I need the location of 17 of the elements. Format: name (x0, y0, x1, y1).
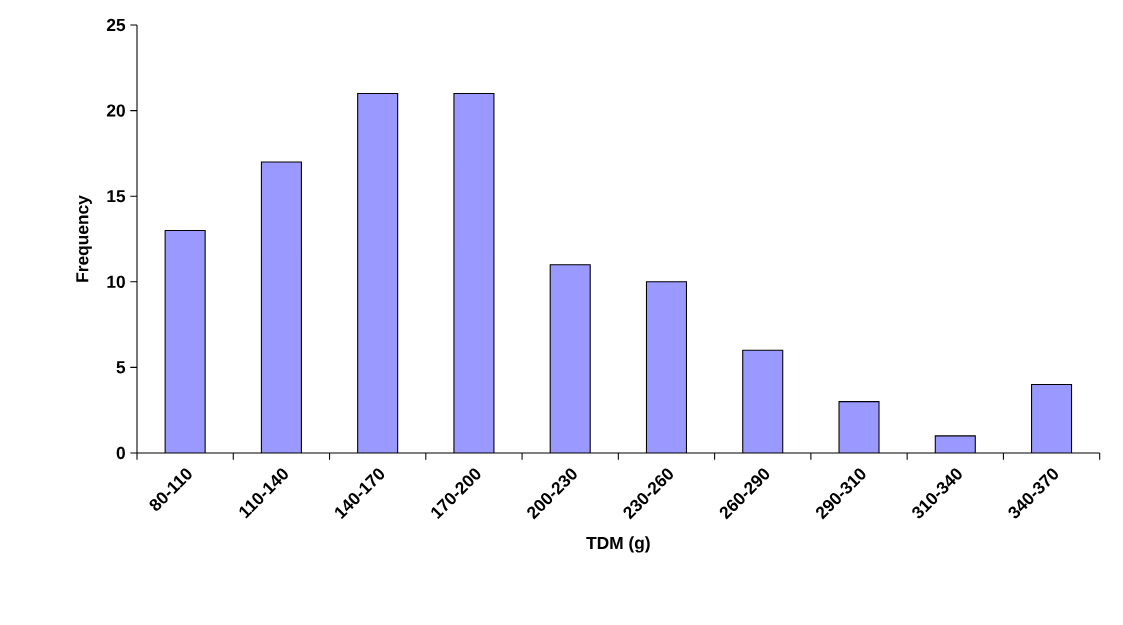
bar (742, 350, 783, 453)
y-tick-label: 5 (116, 361, 126, 374)
y-tick-label: 10 (107, 275, 125, 288)
y-axis-title: Frequency (76, 195, 92, 282)
bar (550, 264, 591, 453)
bar (453, 93, 494, 453)
bar (165, 230, 206, 453)
y-tick-label: 15 (107, 190, 126, 203)
bar (357, 93, 398, 453)
bar (839, 401, 880, 453)
bar (1031, 383, 1073, 453)
bar (261, 161, 302, 453)
y-tick-label: 0 (116, 446, 125, 460)
x-axis-title: TDM (g) (586, 536, 650, 553)
bar (646, 281, 687, 453)
y-tick-label: 25 (106, 18, 126, 32)
y-tick-label: 20 (106, 104, 125, 117)
